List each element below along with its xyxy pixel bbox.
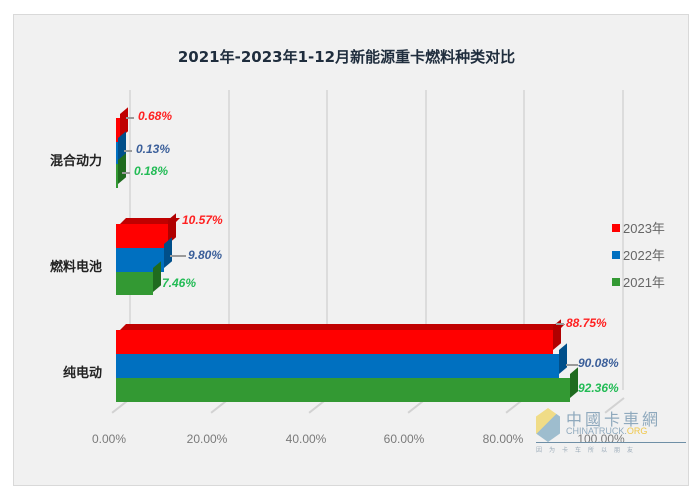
- gridline-60: [425, 90, 427, 390]
- legend-item-2021: 2021年: [612, 272, 665, 291]
- category-label-battery-electric: 纯电动: [62, 366, 102, 381]
- watermark-logo: 中國卡車網 CHINATRUCK.ORG 因为卡车所以朋友: [536, 408, 686, 458]
- data-label-2022-fuel-cell: 9.80%: [188, 248, 223, 262]
- gridline-80: [523, 90, 525, 390]
- data-label-2021-battery-electric: 92.36%: [578, 381, 619, 395]
- gridline-40: [326, 90, 328, 390]
- leader-line: [122, 172, 130, 174]
- legend-swatch-blue: [612, 251, 620, 259]
- data-label-2021-hybrid: 0.18%: [134, 164, 169, 178]
- data-label-2023-fuel-cell: 10.57%: [182, 213, 223, 227]
- watermark-en: CHINATRUCK.ORG: [566, 426, 648, 436]
- legend-swatch-green: [612, 278, 620, 286]
- legend-label: 2022年: [623, 248, 665, 263]
- category-label-hybrid: 混合动力: [49, 154, 102, 169]
- data-label-2022-battery-electric: 90.08%: [578, 356, 619, 370]
- x-tick: 60.00%: [383, 432, 425, 446]
- bar-2021-battery-electric: [116, 367, 578, 402]
- legend-item-2023: 2023年: [612, 218, 665, 237]
- x-tick: 20.00%: [186, 432, 228, 446]
- data-label-2021-fuel-cell: 7.46%: [162, 276, 197, 290]
- watermark-slogan: 因为卡车所以朋友: [536, 442, 686, 454]
- legend-swatch-red: [612, 224, 620, 232]
- data-label-2023-hybrid: 0.68%: [138, 109, 173, 123]
- cube-logo-icon: [536, 408, 560, 442]
- leader-line: [566, 364, 578, 366]
- gridline-100: [622, 90, 624, 390]
- x-tick: 40.00%: [285, 432, 327, 446]
- data-label-2022-hybrid: 0.13%: [136, 142, 171, 156]
- legend-label: 2023年: [623, 221, 665, 236]
- watermark-cn: 中國卡車網: [566, 410, 662, 429]
- legend-item-2022: 2022年: [612, 245, 665, 264]
- legend-label: 2021年: [623, 275, 665, 290]
- chart-title: 2021年-2023年1-12月新能源重卡燃料种类对比: [177, 48, 516, 66]
- gridline-20: [228, 90, 230, 390]
- category-label-fuel-cell: 燃料电池: [49, 260, 102, 275]
- bar-2023-hybrid: [116, 107, 128, 142]
- leader-line: [556, 323, 564, 325]
- leader-line: [170, 255, 186, 257]
- bar-2022-hybrid: [116, 131, 126, 164]
- leader-line: [124, 150, 132, 152]
- data-label-2023-battery-electric: 88.75%: [566, 316, 607, 330]
- bar-2023-fuel-cell: [116, 213, 180, 248]
- bar-2021-hybrid: [116, 153, 126, 188]
- bar-2023-battery-electric: [116, 319, 565, 354]
- bar-2021-fuel-cell: [116, 261, 161, 295]
- x-tick: 80.00%: [482, 432, 524, 446]
- leader-line: [126, 117, 134, 119]
- x-tick: 0.00%: [91, 432, 127, 446]
- bar-2022-battery-electric: [116, 343, 567, 378]
